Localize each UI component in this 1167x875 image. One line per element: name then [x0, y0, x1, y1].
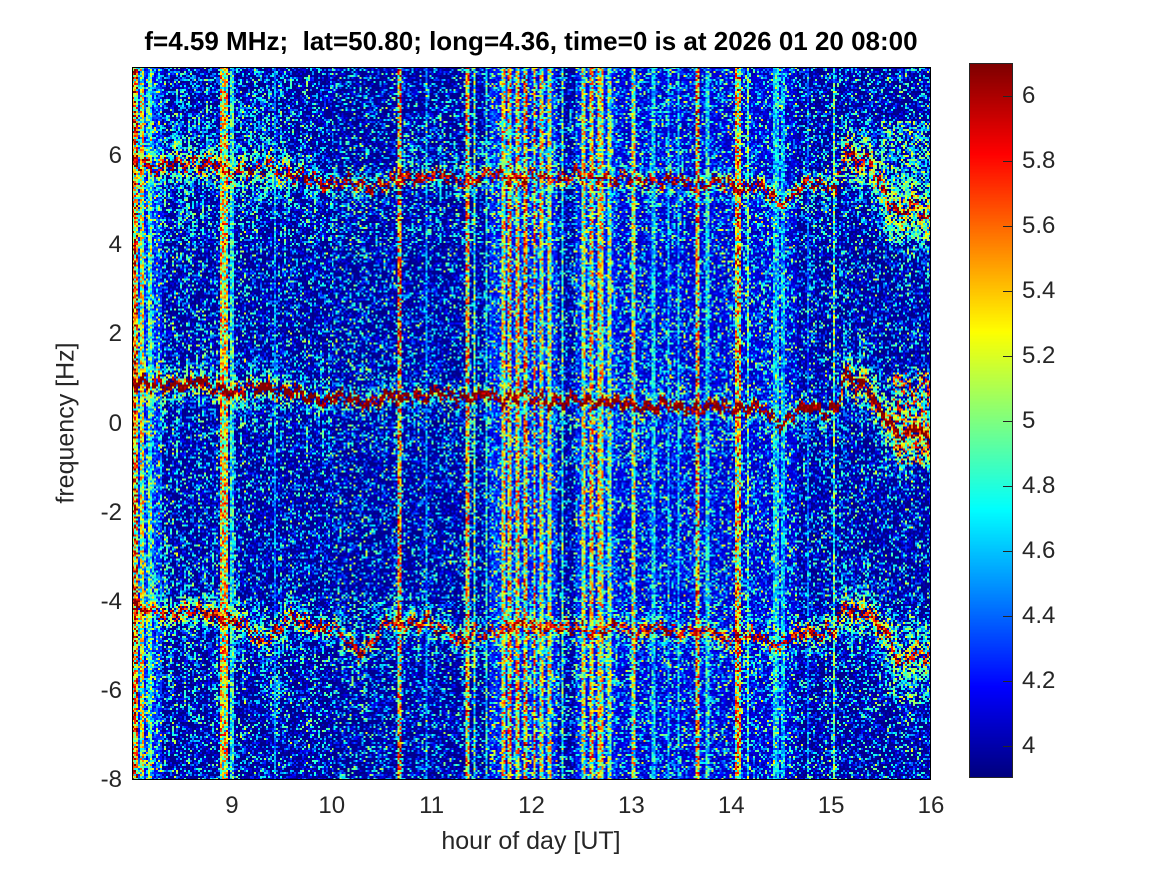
colorbar-tick-mark [1003, 550, 1012, 552]
y-tick-label: 4 [108, 231, 122, 259]
colorbar-tick-mark [1003, 680, 1012, 682]
colorbar-tick-label: 5.4 [1022, 276, 1056, 304]
x-tick-label: 12 [518, 792, 545, 819]
y-tick-label: 2 [108, 320, 122, 348]
x-tick-label: 15 [817, 792, 845, 819]
colorbar-tick-mark [1003, 420, 1012, 422]
y-tick-label: -8 [100, 766, 122, 793]
colorbar-tick-label: 5.2 [1022, 341, 1056, 369]
colorbar-tick-mark [1003, 745, 1012, 747]
y-tick-label: 6 [108, 142, 122, 170]
plot-title: f=4.59 MHz; lat=50.80; long=4.36, time=0… [144, 26, 918, 56]
x-axis-label: hour of day [UT] [441, 827, 621, 855]
y-tick-label: -6 [100, 676, 122, 704]
colorbar-tick-label: 4.2 [1022, 666, 1056, 694]
colorbar-tick-mark [1003, 355, 1012, 357]
colorbar-tick-mark [1003, 615, 1012, 617]
x-tick-label: 16 [917, 792, 945, 819]
x-tick-label: 11 [419, 792, 445, 819]
colorbar-tick-mark [1003, 160, 1012, 162]
spectrogram-image [132, 67, 931, 780]
x-tick-label: 14 [717, 792, 745, 819]
x-tick-label: 13 [618, 792, 645, 819]
colorbar-tick-label: 5 [1022, 406, 1036, 434]
colorbar-tick-label: 4.4 [1022, 601, 1056, 629]
x-tick-label: 10 [318, 792, 346, 819]
colorbar-tick-mark [1003, 290, 1012, 292]
spectrogram-canvas [132, 67, 931, 780]
colorbar-tick-mark [1003, 485, 1012, 487]
colorbar-tick-label: 5.8 [1022, 146, 1056, 174]
colorbar-tick-label: 6 [1022, 81, 1036, 109]
y-tick-label: -2 [100, 498, 122, 526]
colorbar-tick-label: 4.6 [1022, 536, 1056, 564]
colorbar-tick-label: 5.6 [1022, 211, 1056, 239]
x-tick-label: 9 [225, 792, 239, 819]
colorbar-tick-label: 4.8 [1022, 471, 1056, 499]
colorbar-tick-mark [1003, 225, 1012, 227]
y-tick-label: 0 [108, 409, 122, 437]
colorbar-tick-label: 4 [1022, 731, 1036, 759]
colorbar-tick-mark [1003, 95, 1012, 97]
y-tick-label: -4 [100, 587, 122, 615]
